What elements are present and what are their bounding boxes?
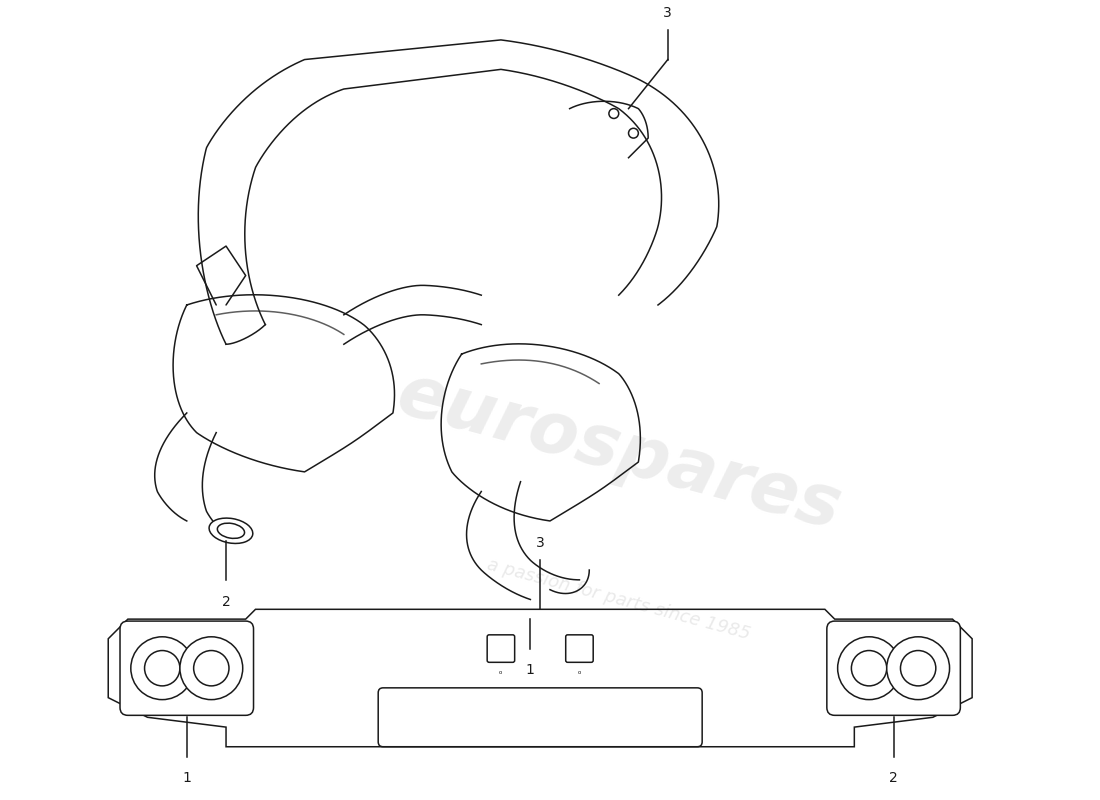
Circle shape xyxy=(887,637,949,700)
Text: 3: 3 xyxy=(663,6,672,20)
Circle shape xyxy=(609,109,618,118)
Text: 2: 2 xyxy=(889,771,898,786)
Circle shape xyxy=(837,637,901,700)
Ellipse shape xyxy=(218,523,244,538)
Text: o: o xyxy=(499,670,503,675)
Circle shape xyxy=(180,637,243,700)
Text: 1: 1 xyxy=(183,771,191,786)
Text: 3: 3 xyxy=(536,537,544,550)
Circle shape xyxy=(131,637,194,700)
Ellipse shape xyxy=(209,518,253,543)
Text: a passion for parts since 1985: a passion for parts since 1985 xyxy=(485,556,752,643)
Text: eurospares: eurospares xyxy=(389,360,848,545)
Text: o: o xyxy=(578,670,581,675)
Text: 2: 2 xyxy=(222,594,230,609)
Text: 1: 1 xyxy=(526,663,535,678)
FancyBboxPatch shape xyxy=(827,621,960,715)
Circle shape xyxy=(628,128,638,138)
FancyBboxPatch shape xyxy=(120,621,253,715)
